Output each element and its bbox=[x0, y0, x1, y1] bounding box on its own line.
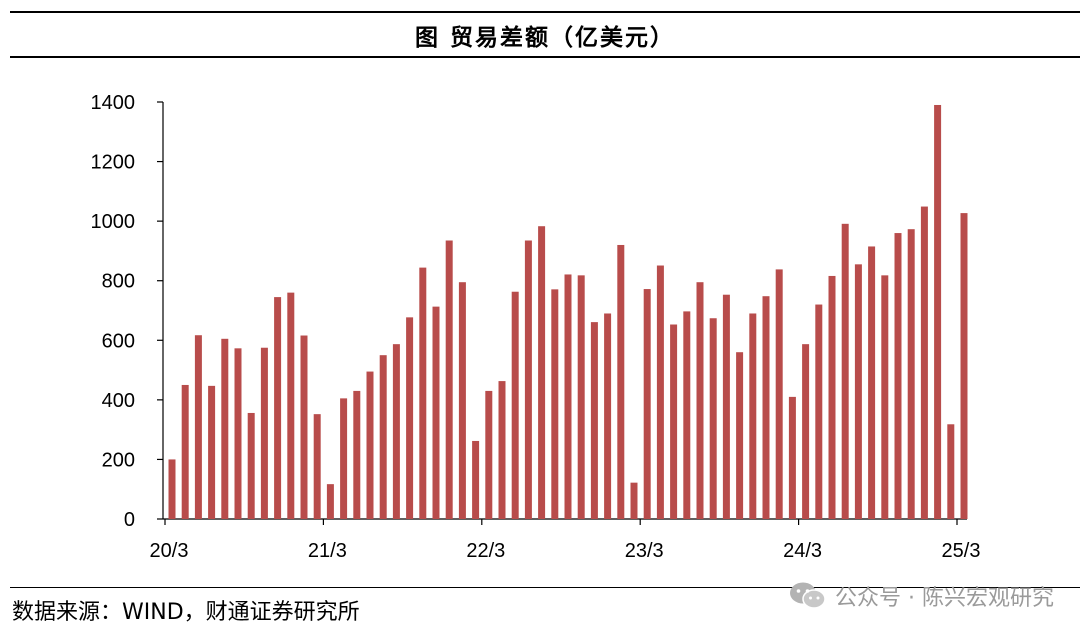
bar-2022-02 bbox=[472, 440, 480, 519]
bar-2020-04 bbox=[181, 384, 189, 519]
bar-2021-06 bbox=[366, 371, 374, 519]
y-tick-label: 400 bbox=[102, 390, 135, 412]
x-axis: 20/3 21/3 22/3 23/3 24/3 25/3 bbox=[150, 518, 981, 562]
bar-2023-09 bbox=[722, 294, 730, 519]
bar-2021-01 bbox=[300, 335, 308, 519]
bar-2023-07 bbox=[696, 282, 704, 519]
bar-2025-02 bbox=[947, 424, 955, 519]
bar-2024-10 bbox=[894, 233, 902, 519]
bar-2022-01 bbox=[458, 282, 466, 519]
bar-2021-11 bbox=[432, 306, 440, 519]
bar-2024-02 bbox=[788, 396, 796, 519]
bar-2023-06 bbox=[683, 311, 691, 519]
y-tick-label: 600 bbox=[102, 330, 135, 352]
y-tick-label: 1200 bbox=[91, 152, 136, 174]
bar-2024-03 bbox=[802, 344, 810, 519]
x-tick-label: 24/3 bbox=[783, 540, 822, 562]
bar-2023-05 bbox=[670, 324, 678, 519]
bar-2024-09 bbox=[881, 275, 889, 519]
bar-2024-04 bbox=[815, 304, 823, 519]
bar-2021-08 bbox=[392, 344, 400, 519]
bar-2024-12 bbox=[920, 206, 928, 520]
y-tick-label: 1000 bbox=[91, 211, 136, 233]
bar-2021-02 bbox=[313, 414, 321, 519]
bar-2021-07 bbox=[379, 355, 387, 519]
bar-2023-10 bbox=[736, 352, 744, 519]
bar-2023-04 bbox=[656, 265, 664, 519]
bar-2021-05 bbox=[353, 390, 361, 519]
bar-2024-05 bbox=[828, 275, 836, 519]
x-tick-label: 25/3 bbox=[942, 540, 981, 562]
bar-2020-06 bbox=[208, 385, 216, 519]
bar-series bbox=[168, 104, 968, 520]
wechat-icon bbox=[790, 582, 826, 609]
bar-2021-04 bbox=[340, 398, 348, 519]
bar-2022-09 bbox=[564, 274, 572, 519]
bar-2022-04 bbox=[498, 381, 506, 519]
y-tick-label: 200 bbox=[102, 449, 135, 471]
bar-2024-08 bbox=[868, 246, 876, 519]
bar-2025-03 bbox=[960, 213, 968, 519]
watermark: 公众号 · 陈兴宏观研究 bbox=[789, 580, 1054, 612]
bar-2023-11 bbox=[749, 313, 757, 519]
bar-2021-09 bbox=[406, 317, 414, 519]
chart-title: 图 贸易差额（亿美元） bbox=[10, 11, 1080, 58]
bar-2022-06 bbox=[524, 240, 532, 519]
x-tick-label: 22/3 bbox=[466, 540, 505, 562]
bar-2021-10 bbox=[419, 267, 427, 519]
y-tick-label: 1400 bbox=[91, 92, 136, 114]
x-tick-label: 23/3 bbox=[625, 540, 664, 562]
bar-2022-11 bbox=[590, 322, 598, 519]
bar-2022-07 bbox=[538, 226, 546, 519]
x-tick-label: 21/3 bbox=[308, 540, 347, 562]
footer-divider bbox=[10, 587, 1080, 588]
bar-2020-03 bbox=[168, 459, 176, 519]
bar-2022-03 bbox=[485, 390, 493, 519]
bar-2021-03 bbox=[326, 484, 334, 519]
bar-2020-12 bbox=[287, 292, 295, 519]
y-tick-label: 800 bbox=[102, 271, 135, 293]
bar-2022-10 bbox=[577, 275, 585, 519]
watermark-text: 公众号 · 陈兴宏观研究 bbox=[835, 586, 1054, 611]
bar-2024-01 bbox=[775, 269, 783, 519]
bar-2023-01 bbox=[617, 244, 625, 519]
bar-2022-08 bbox=[551, 289, 559, 519]
bar-2023-02 bbox=[630, 482, 638, 519]
bar-2023-08 bbox=[709, 318, 717, 519]
y-axis: 0 200 400 600 800 1000 1200 1400 bbox=[91, 92, 164, 531]
bar-2024-06 bbox=[841, 223, 849, 519]
bar-2023-03 bbox=[643, 289, 651, 519]
bar-2022-05 bbox=[511, 291, 519, 519]
y-tick-label: 0 bbox=[124, 509, 135, 531]
bar-2024-11 bbox=[907, 229, 915, 519]
bar-2023-12 bbox=[762, 296, 770, 519]
bar-2024-07 bbox=[854, 264, 862, 519]
bar-2020-10 bbox=[260, 347, 268, 519]
bar-2020-08 bbox=[234, 348, 242, 519]
bar-2025-01 bbox=[934, 104, 942, 520]
bar-2022-12 bbox=[604, 313, 612, 519]
bar-2021-12 bbox=[445, 240, 453, 519]
x-tick-label: 20/3 bbox=[150, 540, 189, 562]
bar-2020-07 bbox=[221, 338, 229, 519]
bar-2020-09 bbox=[247, 412, 255, 519]
trade-balance-chart: 0 200 400 600 800 1000 1200 1400 20/3 21/3 22/3 23… bbox=[91, 92, 981, 562]
bar-2020-11 bbox=[274, 297, 282, 519]
data-source-note: 数据来源：WIND，财通证券研究所 bbox=[12, 600, 360, 625]
bar-2020-05 bbox=[194, 335, 202, 519]
